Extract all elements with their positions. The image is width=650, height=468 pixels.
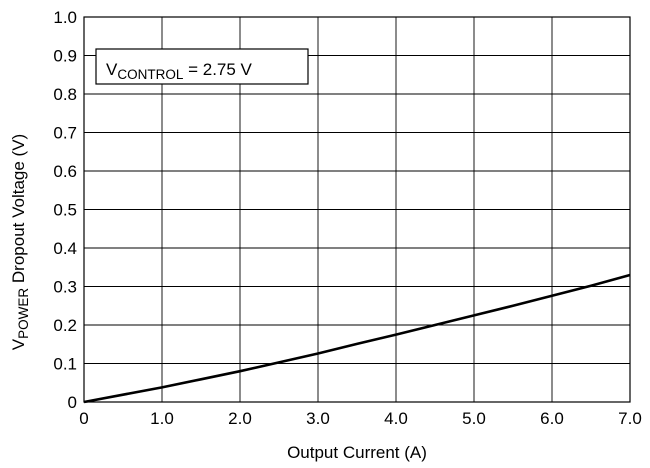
y-axis-label: VPOWER Dropout Voltage (V) <box>9 134 31 350</box>
y-tick-label: 0.2 <box>53 316 77 335</box>
x-tick-label: 1.0 <box>150 409 174 428</box>
y-tick-labels: 0 0.1 0.2 0.3 0.4 0.5 0.6 0.7 0.8 0.9 1.0 <box>53 8 77 412</box>
annotation-rest: = 2.75 V <box>183 60 252 79</box>
y-tick-label: 0 <box>68 393 77 412</box>
y-tick-label: 0.8 <box>53 85 77 104</box>
annotation-main: V <box>106 60 118 79</box>
x-tick-label: 4.0 <box>384 409 408 428</box>
x-tick-label: 0 <box>79 409 88 428</box>
y-axis-label-sub: POWER <box>16 288 31 339</box>
x-axis-label: Output Current (A) <box>287 443 427 462</box>
x-tick-labels: 0 1.0 2.0 3.0 4.0 5.0 6.0 7.0 <box>79 409 642 428</box>
series-layer <box>83 273 631 404</box>
x-tick-label: 6.0 <box>540 409 564 428</box>
y-tick-label: 0.3 <box>53 278 77 297</box>
y-tick-label: 0.7 <box>53 124 77 143</box>
y-axis-label-rest: Dropout Voltage (V) <box>9 134 28 288</box>
x-tick-label: 3.0 <box>306 409 330 428</box>
series-line-0 <box>83 273 631 404</box>
annotation: VCONTROL = 2.75 V <box>95 48 309 85</box>
grid <box>83 16 631 403</box>
y-tick-label: 1.0 <box>53 8 77 27</box>
plot-frame <box>83 16 631 403</box>
x-tick-label: 5.0 <box>462 409 486 428</box>
annotation-box <box>95 48 309 85</box>
x-tick-label: 7.0 <box>618 409 642 428</box>
y-axis-label-main: V <box>9 338 28 350</box>
y-tick-label: 0.1 <box>53 355 77 374</box>
y-tick-label: 0.9 <box>53 47 77 66</box>
y-tick-label: 0.4 <box>53 239 77 258</box>
y-tick-label: 0.5 <box>53 201 77 220</box>
y-tick-label: 0.6 <box>53 162 77 181</box>
x-tick-label: 2.0 <box>228 409 252 428</box>
annotation-text: VCONTROL = 2.75 V <box>106 60 253 82</box>
annotation-sub: CONTROL <box>117 67 183 82</box>
